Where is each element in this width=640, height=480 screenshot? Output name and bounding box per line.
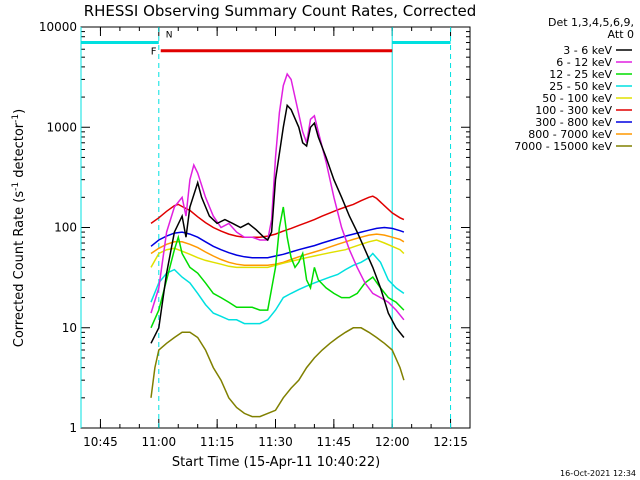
footer-timestamp: 16-Oct-2021 12:34 <box>560 469 636 478</box>
y-label-part-2: detector <box>12 122 27 182</box>
series-line-6 <box>150 226 405 259</box>
series-lines <box>150 72 405 418</box>
night-flag-label: N <box>166 31 173 41</box>
x-tick-label: 10:45 <box>83 435 118 449</box>
y-tick-label: 1 <box>69 421 77 435</box>
legend-label: 50 - 100 keV <box>542 92 612 105</box>
x-tick-label: 11:00 <box>142 435 177 449</box>
legend-label: 100 - 300 keV <box>535 104 612 117</box>
chart-title: RHESSI Observing Summary Count Rates, Co… <box>84 2 477 20</box>
y-axis-label: Corrected Count Rate (s-1 detector-1) <box>11 109 27 347</box>
x-axis: 10:45 11:00 11:15 11:30 11:45 12:00 12:15 <box>80 27 471 449</box>
legend-label: 6 - 12 keV <box>556 56 612 69</box>
x-tick-label: 11:15 <box>200 435 235 449</box>
y-label-part-3: ) <box>12 109 27 114</box>
series-line-8 <box>150 327 405 418</box>
legend-label: 7000 - 15000 keV <box>514 140 612 153</box>
y-label-sup-1: -1 <box>11 182 21 191</box>
overlays: FN <box>80 27 452 428</box>
series-line-0 <box>150 103 405 344</box>
series-line-7 <box>150 233 405 267</box>
legend-label: 300 - 800 keV <box>535 116 612 129</box>
plot-frame <box>80 26 471 429</box>
legend-title-line-1: Det 1,3,4,5,6,9, <box>548 16 634 29</box>
series-line-2 <box>150 206 405 329</box>
x-tick-label: 12:15 <box>433 435 468 449</box>
legend-title-line-2: Att 0 <box>608 28 634 41</box>
y-tick-label: 1000 <box>46 120 77 134</box>
y-label-part-1: Corrected Count Rate (s <box>12 191 27 348</box>
legend-label: 3 - 6 keV <box>563 44 612 57</box>
y-label-sup-2: -1 <box>11 114 21 123</box>
x-tick-label: 11:30 <box>258 435 293 449</box>
y-tick-label: 10000 <box>39 20 77 34</box>
legend-label: 25 - 50 keV <box>549 80 612 93</box>
legend-label: 800 - 7000 keV <box>528 128 612 141</box>
flare-flag-label: F <box>151 47 157 58</box>
y-axis: 1 10 100 1000 10000 <box>39 20 470 435</box>
x-tick-label: 12:00 <box>375 435 410 449</box>
y-tick-label: 10 <box>62 321 77 335</box>
series-line-3 <box>150 252 405 325</box>
x-axis-label: Start Time (15-Apr-11 10:40:22) <box>172 455 380 470</box>
y-tick-label: 100 <box>54 221 77 235</box>
series-line-4 <box>150 239 405 269</box>
x-tick-label: 11:45 <box>317 435 352 449</box>
series-line-1 <box>150 72 405 321</box>
legend-label: 12 - 25 keV <box>549 68 612 81</box>
